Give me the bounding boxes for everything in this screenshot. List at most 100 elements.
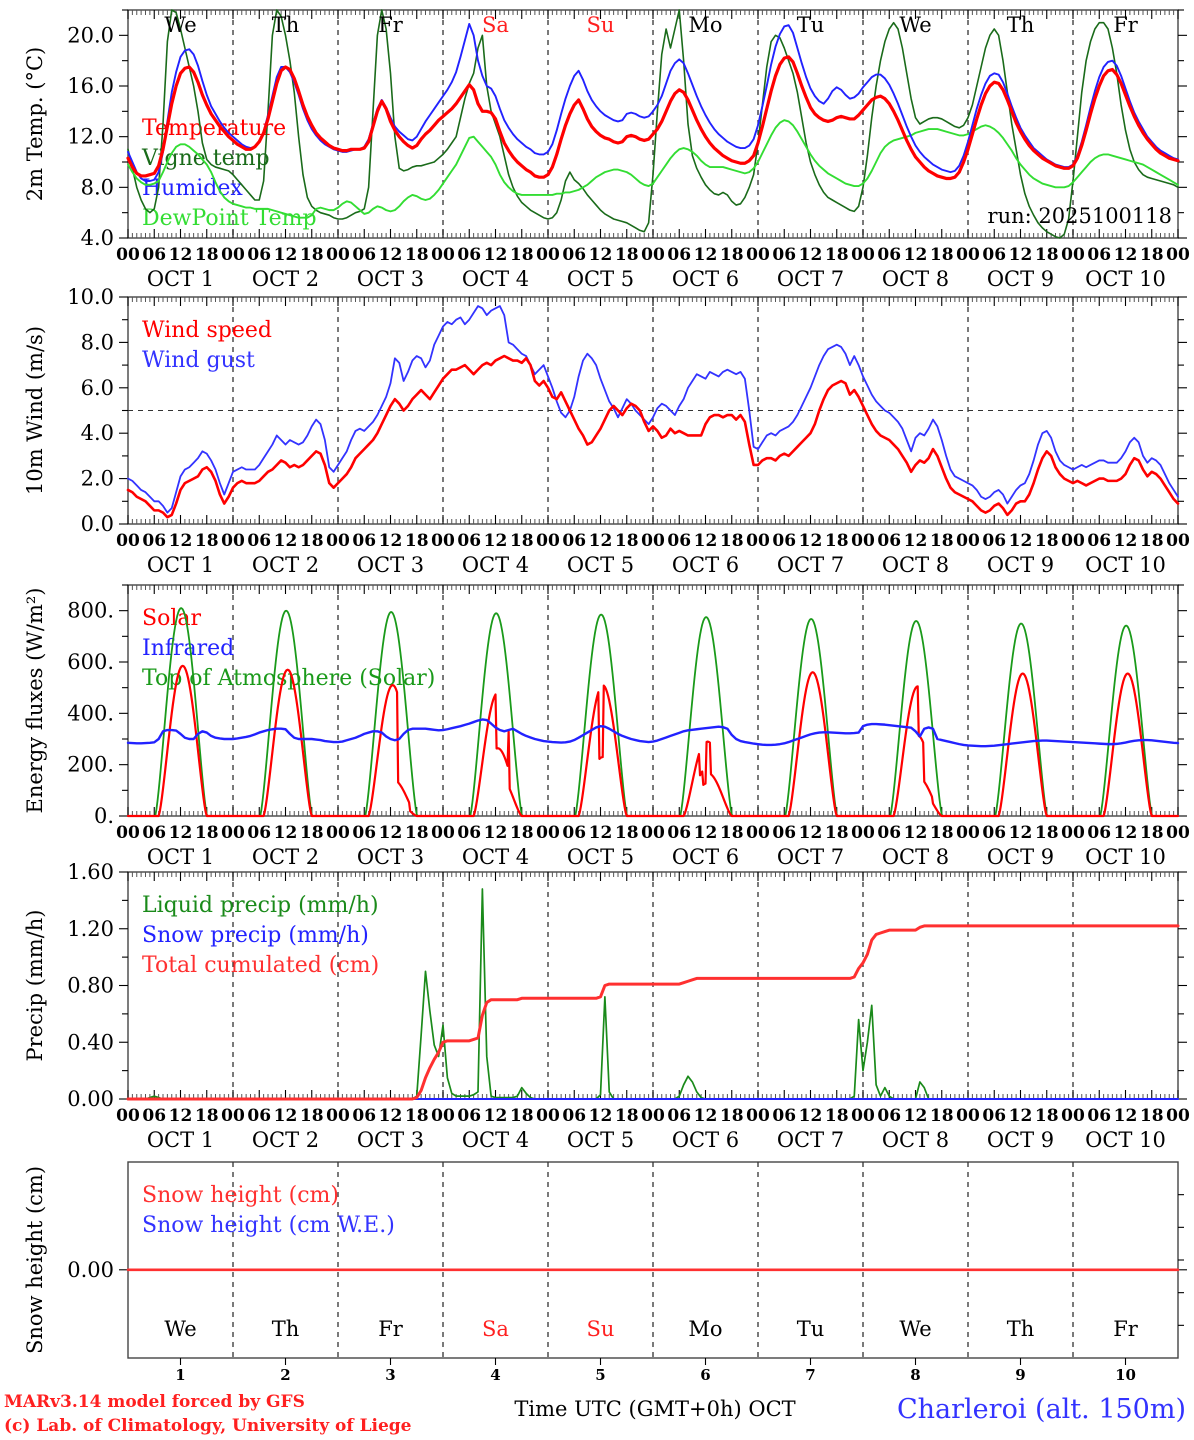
hour-tick-label: 18 xyxy=(825,823,849,843)
hour-tick-label: 12 xyxy=(1114,1106,1138,1126)
hour-tick-label: 00 xyxy=(851,1106,875,1126)
hour-tick-label: 06 xyxy=(457,823,481,843)
hour-tick-label: 06 xyxy=(667,1106,691,1126)
hour-tick-label: 12 xyxy=(169,245,193,265)
legend-precip: Liquid precip (mm/h) Snow precip (mm/h) To… xyxy=(142,893,379,978)
day-label-3: OCT 3 xyxy=(357,1128,424,1152)
day-number-3: 3 xyxy=(385,1366,395,1384)
y-tick-label: 600. xyxy=(67,650,114,674)
hour-tick-label: 18 xyxy=(510,245,534,265)
hour-tick-label: 18 xyxy=(1140,1106,1164,1126)
hour-tick-label: 18 xyxy=(510,823,534,843)
dow-label-top-1: We xyxy=(164,13,196,37)
hour-tick-label: 18 xyxy=(825,1106,849,1126)
hour-tick-label: 00 xyxy=(851,823,875,843)
hour-tick-label: 12 xyxy=(799,823,823,843)
dow-label-bottom-9: Th xyxy=(1007,1317,1035,1341)
hour-tick-label: 18 xyxy=(615,823,639,843)
legend-item-wind-1: Wind gust xyxy=(142,348,255,373)
hour-tick-label: 00 xyxy=(221,245,245,265)
hour-tick-label: 06 xyxy=(247,245,271,265)
dow-label-top-9: Th xyxy=(1007,13,1035,37)
hour-tick-label: 18 xyxy=(615,245,639,265)
hour-tick-label: 06 xyxy=(352,823,376,843)
hour-tick-label: 18 xyxy=(1035,823,1059,843)
series-group-precip xyxy=(126,888,1180,1101)
credit-line-2: (c) Lab. of Climatology, University of L… xyxy=(4,1416,412,1436)
hour-tick-label: 18 xyxy=(720,531,744,551)
hour-tick-label: 12 xyxy=(484,823,508,843)
dow-label-top-8: We xyxy=(899,13,931,37)
day-label-5: OCT 5 xyxy=(567,1128,634,1152)
hour-tick-label: 06 xyxy=(562,823,586,843)
hour-tick-label: 12 xyxy=(589,245,613,265)
y-axis-label-precip: Precip (mm/h) xyxy=(23,909,47,1061)
hour-tick-label: 12 xyxy=(379,245,403,265)
legend-item-precip-1: Snow precip (mm/h) xyxy=(142,923,369,948)
day-number-2: 2 xyxy=(280,1366,290,1384)
day-label-7: OCT 7 xyxy=(777,553,844,577)
day-label-6: OCT 6 xyxy=(672,267,739,291)
series-total-cumulated-cm xyxy=(126,924,1180,1101)
hour-tick-label: 12 xyxy=(904,823,928,843)
hour-tick-label: 06 xyxy=(877,1106,901,1126)
hour-tick-label: 18 xyxy=(930,245,954,265)
hour-tick-label: 12 xyxy=(904,1106,928,1126)
day-number-4: 4 xyxy=(490,1366,500,1384)
hour-tick-label: 18 xyxy=(1140,823,1164,843)
hour-tick-label: 18 xyxy=(195,1106,219,1126)
dow-label-bottom-3: Fr xyxy=(378,1317,404,1341)
day-label-1: OCT 1 xyxy=(147,267,214,291)
hour-tick-label: 06 xyxy=(877,531,901,551)
hour-tick-label: 18 xyxy=(1035,245,1059,265)
hour-tick-label: 00 xyxy=(431,531,455,551)
y-tick-label: 0.0 xyxy=(81,512,114,536)
panel-wind: 0.0 2.0 4.0 6.0 8.0 10.0 10m Wind (m/s) Wind sp… xyxy=(23,285,1190,577)
hour-tick-label: 00 xyxy=(431,245,455,265)
hour-tick-label: 18 xyxy=(1140,531,1164,551)
hour-tick-label: 18 xyxy=(195,531,219,551)
dow-label-bottom-4: Sa xyxy=(482,1317,509,1341)
hour-tick-label: 12 xyxy=(379,531,403,551)
hour-tick-label: 06 xyxy=(352,531,376,551)
hour-tick-label: 00 xyxy=(116,245,140,265)
hour-tick-label: 18 xyxy=(1035,1106,1059,1126)
hour-tick-label: 18 xyxy=(1140,245,1164,265)
hour-tick-label: 12 xyxy=(1114,245,1138,265)
hour-tick-label: 18 xyxy=(405,823,429,843)
hour-tick-label: 06 xyxy=(772,823,796,843)
hour-tick-label: 12 xyxy=(274,1106,298,1126)
hour-tick-label: 00 xyxy=(956,531,980,551)
day-number-6: 6 xyxy=(700,1366,710,1384)
hour-tick-label: 00 xyxy=(536,823,560,843)
hour-tick-label: 00 xyxy=(326,1106,350,1126)
day-number-1: 1 xyxy=(175,1366,185,1384)
day-label-3: OCT 3 xyxy=(357,845,424,869)
hour-tick-label: 00 xyxy=(326,531,350,551)
dow-label-top-10: Fr xyxy=(1113,13,1139,37)
hour-tick-label: 00 xyxy=(431,823,455,843)
hour-tick-label: 06 xyxy=(1087,1106,1111,1126)
hour-tick-label: 18 xyxy=(510,531,534,551)
y-tick-label: 200. xyxy=(67,753,114,777)
hour-tick-label: 00 xyxy=(326,823,350,843)
hour-tick-label: 18 xyxy=(300,531,324,551)
hour-tick-label: 06 xyxy=(772,1106,796,1126)
hour-tick-label: 18 xyxy=(825,245,849,265)
y-tick-label: 400. xyxy=(67,701,114,725)
run-label: run: 2025100118 xyxy=(988,204,1172,228)
hour-tick-label: 06 xyxy=(247,531,271,551)
hour-tick-label: 12 xyxy=(484,531,508,551)
hour-tick-label: 00 xyxy=(116,1106,140,1126)
hour-tick-label: 12 xyxy=(1114,531,1138,551)
hour-tick-label: 12 xyxy=(379,823,403,843)
hour-tick-label: 06 xyxy=(562,531,586,551)
hour-tick-label: 00 xyxy=(1061,823,1085,843)
day-number-8: 8 xyxy=(910,1366,920,1384)
legend-snow_height: Snow height (cm) Snow height (cm W.E.) xyxy=(142,1183,395,1238)
y-tick-label: 16.0 xyxy=(67,74,114,98)
hour-tick-label: 06 xyxy=(457,1106,481,1126)
hour-tick-label: 12 xyxy=(589,1106,613,1126)
